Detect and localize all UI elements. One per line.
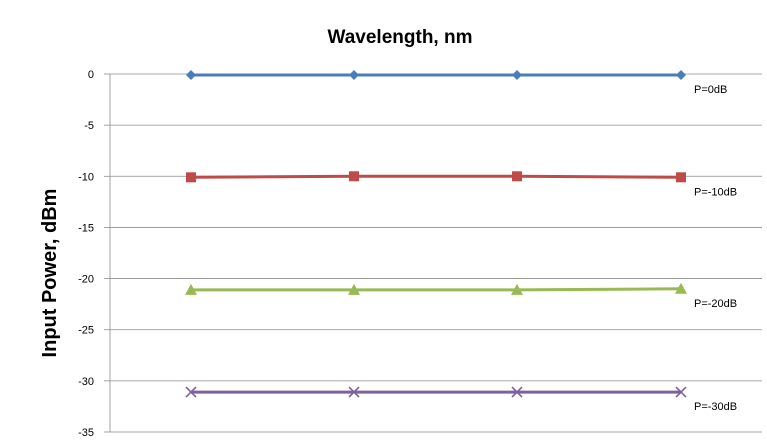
series-label: P=0dB — [694, 84, 727, 96]
data-point — [675, 282, 687, 294]
data-point — [512, 171, 522, 182]
data-point — [512, 70, 522, 81]
data-point — [185, 386, 197, 398]
data-point — [185, 283, 197, 295]
series-line — [190, 174, 682, 179]
data-point — [349, 70, 359, 81]
data-point — [676, 172, 686, 183]
data-point — [511, 283, 523, 295]
data-point — [348, 386, 360, 398]
y-tick-label: -10 — [78, 171, 94, 183]
series-label: P=-30dB — [694, 401, 737, 413]
series-3 — [185, 282, 687, 295]
y-tick-label: 0 — [88, 69, 94, 81]
series-label: P=-10dB — [694, 186, 737, 198]
y-tick-label: -30 — [78, 376, 94, 388]
y-tick-label: -15 — [78, 222, 94, 234]
series-1 — [186, 70, 686, 81]
y-tick-label: -35 — [78, 427, 94, 439]
series-line — [191, 287, 682, 292]
data-point — [348, 283, 360, 295]
data-point — [349, 171, 359, 182]
data-point — [186, 70, 196, 81]
gridlines — [110, 73, 762, 433]
chart-title: Wavelength, nm — [328, 27, 473, 48]
y-tick-label: -20 — [78, 274, 94, 286]
data-point — [511, 386, 523, 398]
data-point — [676, 70, 686, 81]
data-point — [186, 172, 196, 183]
series-4 — [185, 386, 687, 398]
y-axis-title: Input Power, dBm — [39, 189, 61, 358]
data-point — [675, 386, 687, 398]
series-labels: P=0dB P=-10dB P=-20dB P=-30dB — [694, 84, 737, 413]
y-tick-label: -25 — [78, 325, 94, 337]
series-group — [185, 70, 687, 398]
y-axis: 0 -5 -10 -15 -20 -25 -30 -35 — [78, 69, 111, 439]
series-label: P=-20dB — [694, 298, 737, 310]
series-2 — [186, 171, 686, 183]
y-tick-label: -5 — [84, 120, 94, 132]
